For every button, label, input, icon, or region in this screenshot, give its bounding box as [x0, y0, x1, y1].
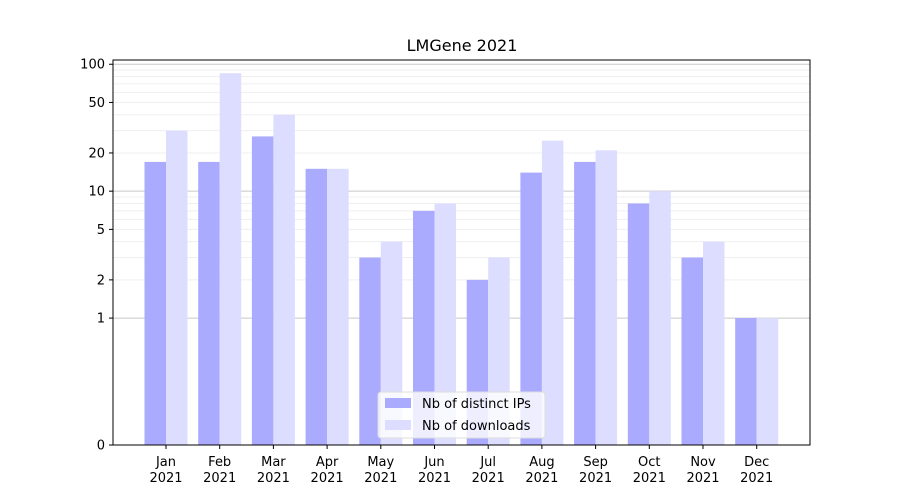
x-tick-label: 2021 [472, 471, 505, 486]
y-axis: 0 1 2 5 10 20 50 100 [80, 58, 113, 454]
x-tick-label: 2021 [740, 471, 773, 486]
bar-distinct-ips [251, 136, 274, 445]
plot-frame [112, 59, 811, 446]
legend-frame [377, 391, 546, 439]
y-tick-label: 100 [80, 58, 105, 73]
x-tick-label: May [367, 455, 394, 470]
bar-downloads [434, 203, 456, 445]
x-tick-label: Oct [638, 455, 660, 470]
x-tick-label: Mar [261, 455, 286, 470]
y-tick-label: 50 [88, 96, 105, 111]
legend-swatch-ips [385, 398, 411, 408]
x-tick-label: Apr [316, 455, 339, 470]
bar-downloads [273, 114, 295, 445]
bar-downloads [703, 241, 725, 445]
x-tick-label: Nov [690, 455, 716, 470]
bar-distinct-ips [305, 168, 328, 445]
x-tick-label: 2021 [364, 471, 397, 486]
bar-distinct-ips [627, 203, 650, 445]
legend: Nb of distinct IPs Nb of downloads [377, 391, 546, 439]
legend-label-ips: Nb of distinct IPs [422, 397, 531, 412]
x-tick-label: 2021 [257, 471, 290, 486]
x-tick-label: Sep [583, 455, 608, 470]
x-tick-label: 2021 [525, 471, 558, 486]
x-tick-label: Aug [529, 455, 554, 470]
x-tick-label: 2021 [149, 471, 182, 486]
x-axis: Jan2021Feb2021Mar2021Apr2021May2021Jun20… [149, 445, 773, 486]
bar-distinct-ips [413, 210, 435, 445]
legend-label-downloads: Nb of downloads [422, 419, 531, 434]
y-tick-label: 2 [97, 273, 105, 288]
legend-swatch-downloads [385, 420, 411, 430]
y-tick-label: 20 [88, 146, 105, 161]
bar-distinct-ips [681, 257, 703, 445]
bars [144, 73, 779, 446]
bar-distinct-ips [520, 172, 542, 446]
chart-title: LMGene 2021 [407, 36, 518, 55]
bar-distinct-ips [359, 257, 381, 445]
x-tick-label: Jan [155, 455, 176, 470]
x-tick-label: 2021 [579, 471, 612, 486]
y-tick-label: 10 [88, 185, 105, 200]
x-tick-label: 2021 [686, 471, 719, 486]
x-tick-label: 2021 [311, 471, 344, 486]
y-tick-label: 5 [97, 223, 105, 238]
bar-distinct-ips [144, 161, 166, 445]
x-tick-label: Feb [208, 455, 231, 470]
bar-downloads [649, 191, 671, 445]
x-tick-label: 2021 [418, 471, 451, 486]
bar-distinct-ips [198, 161, 220, 445]
bar-distinct-ips [735, 318, 757, 445]
bar-downloads [595, 150, 618, 445]
bar-downloads [219, 73, 242, 445]
x-tick-label: Jul [479, 455, 496, 470]
bar-downloads [327, 168, 349, 445]
x-tick-label: Dec [744, 455, 769, 470]
x-tick-label: Jun [423, 455, 444, 470]
x-tick-label: 2021 [633, 471, 666, 486]
bar-downloads [756, 318, 779, 445]
x-tick-label: 2021 [203, 471, 236, 486]
bar-downloads [541, 140, 564, 445]
y-tick-label: 0 [97, 439, 105, 454]
y-tick-label: 1 [97, 312, 105, 327]
bar-distinct-ips [574, 161, 596, 445]
bar-downloads [166, 130, 188, 445]
